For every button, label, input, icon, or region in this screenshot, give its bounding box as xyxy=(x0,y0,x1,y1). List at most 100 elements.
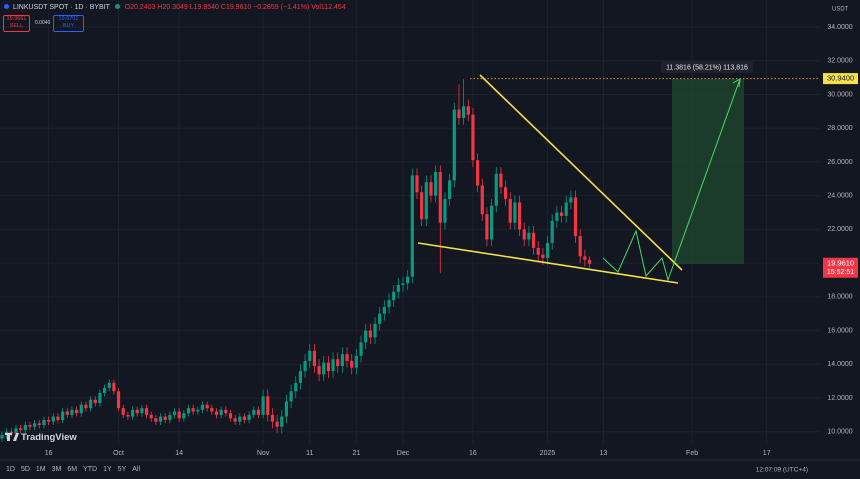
candle-body xyxy=(61,411,65,420)
candle-body xyxy=(121,408,125,415)
status-dot xyxy=(114,4,120,9)
candle-body xyxy=(256,409,261,415)
candle-body xyxy=(489,205,494,240)
candle-body xyxy=(102,387,107,393)
candle-body xyxy=(573,197,578,237)
timeframe-button[interactable]: 6M xyxy=(67,466,78,473)
timeframe-button[interactable]: 5Y xyxy=(117,466,127,473)
y-tick-label: 26.0000 xyxy=(827,159,852,166)
candle-body xyxy=(79,404,83,414)
timeframe-button[interactable]: 1M xyxy=(35,466,46,473)
candle-body xyxy=(545,242,550,259)
brand: TradingView xyxy=(21,432,77,443)
candle-body xyxy=(144,408,149,415)
candle-body xyxy=(182,413,186,419)
candle-body xyxy=(564,202,568,216)
candle-body xyxy=(154,418,158,422)
x-tick-label: 16 xyxy=(45,450,53,457)
candle-body xyxy=(331,359,335,372)
candle-body xyxy=(429,182,433,196)
timeframe-button[interactable]: 5D xyxy=(20,466,30,473)
x-tick-label: 16 xyxy=(469,450,477,457)
legend-change: −0.2859 (−1.41%) xyxy=(253,4,310,11)
y-tick-label: 30.0000 xyxy=(827,91,852,98)
candle-body xyxy=(163,416,167,420)
last-price: 19.9610 xyxy=(827,259,854,268)
candle-body xyxy=(480,185,484,215)
candle-body xyxy=(434,172,438,196)
candle-body xyxy=(88,399,93,409)
axes: 10.000012.000014.000016.000018.000020.00… xyxy=(45,24,853,457)
candle-body xyxy=(508,199,512,223)
candle-body xyxy=(340,354,344,366)
candle-body xyxy=(555,212,559,221)
clock: 12:07:09 (UTC+4) xyxy=(756,467,808,474)
candle-body xyxy=(75,409,79,414)
y-tick-label: 16.0000 xyxy=(827,327,852,334)
candle-body xyxy=(158,416,163,422)
candle-body xyxy=(294,382,298,392)
candle-body xyxy=(238,416,242,422)
candle-body xyxy=(587,259,592,264)
candle-body xyxy=(424,182,428,220)
candle-body xyxy=(93,399,97,404)
candle-body xyxy=(378,313,382,324)
candle-body xyxy=(387,300,391,307)
symbol: LINKUSDT SPOT · 1D · BYBIT xyxy=(12,4,110,11)
candle-body xyxy=(33,423,37,427)
sell-price: 19.9661 xyxy=(6,16,27,22)
candle-body xyxy=(280,416,284,427)
candle-body xyxy=(228,413,233,419)
currency: USDT xyxy=(832,7,849,13)
candle-body xyxy=(191,408,195,412)
candle-body xyxy=(443,199,447,223)
timeframe-button[interactable]: YTD xyxy=(83,466,98,473)
candle-body xyxy=(242,416,247,420)
legend-low: L19.8540 xyxy=(189,4,219,11)
x-tick-label: 17 xyxy=(763,450,771,457)
legend-high: H20.3049 xyxy=(157,4,188,11)
candle-body xyxy=(312,350,317,366)
candle-body xyxy=(112,382,116,392)
projection-path xyxy=(602,78,741,282)
candle-body xyxy=(401,283,405,286)
buy-button[interactable]: 19.9701 BUY xyxy=(53,15,84,32)
timeframe-button[interactable]: 1D xyxy=(6,466,15,473)
candle-body xyxy=(448,180,452,200)
candle-body xyxy=(205,404,209,409)
y-tick-label: 10.0000 xyxy=(827,429,852,436)
candle-body xyxy=(98,392,102,404)
timeframe-button[interactable]: All xyxy=(132,466,141,473)
candle-body xyxy=(513,202,517,223)
candle-body xyxy=(326,362,330,372)
candle-body xyxy=(583,256,587,260)
candle-body xyxy=(252,409,256,415)
y-tick-label: 22.0000 xyxy=(827,226,852,233)
candle-body xyxy=(186,408,191,414)
x-tick-label: Oct xyxy=(113,450,124,457)
candle-body xyxy=(270,414,275,422)
legend-volume: Vol112.454 xyxy=(311,4,346,11)
timeframe-button[interactable]: 1Y xyxy=(103,466,112,473)
sell-button[interactable]: 19.9661 SELL xyxy=(3,15,30,32)
candle-body xyxy=(177,411,181,419)
candle-body xyxy=(517,202,522,230)
header: LINKUSDT SPOT · 1D · BYBIT O20.2403 H20.… xyxy=(4,4,346,11)
timeframe-button[interactable]: 3M xyxy=(51,466,62,473)
y-tick-label: 18.0000 xyxy=(827,294,852,301)
candle-body xyxy=(368,330,372,338)
candle-body xyxy=(261,396,265,415)
candle-body xyxy=(336,359,340,366)
x-tick-label: 21 xyxy=(352,450,360,457)
measure-label: 11.3816 (58.21%) 113,816 xyxy=(666,64,748,71)
trend-line-upper xyxy=(479,74,683,271)
candle-body xyxy=(266,396,270,415)
y-tick-label: 32.0000 xyxy=(827,58,852,65)
candle-body xyxy=(107,382,111,388)
timeframe-bar: 1D 5D 1M 3M 6M YTD 1Y 5Y All xyxy=(6,466,146,473)
candle-body xyxy=(289,391,293,402)
candle-body xyxy=(275,421,279,427)
candle-body xyxy=(392,291,396,301)
candle-body xyxy=(19,428,23,431)
